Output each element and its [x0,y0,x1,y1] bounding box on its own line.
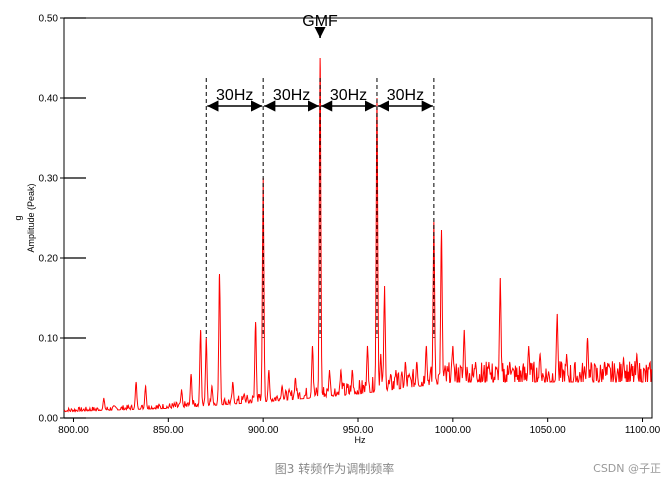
y-tick-label: 0.10 [39,334,59,345]
annotations: 30Hz 30Hz 30Hz 30Hz GMF [205,13,435,338]
y-tick-label: 0.50 [39,14,59,25]
span-label: 30Hz [330,87,367,104]
y-tick-label: 0.30 [39,174,59,185]
gmf-label: GMF [302,13,338,30]
x-tick-label: 1050.00 [530,425,567,436]
x-tick-label: 1100.00 [625,425,661,436]
x-tick-label: 900.00 [248,425,279,436]
x-tick-label: 850.00 [153,425,184,436]
x-tick-label: 950.00 [343,425,374,436]
span-label: 30Hz [216,87,253,104]
y-tick-label: 0.20 [39,254,59,265]
y-tick-label: 0.00 [39,414,59,425]
y-axis-title: Amplitude (Peak) [26,183,36,252]
span-label: 30Hz [387,87,424,104]
plot-frame [63,17,653,419]
y-axis-unit: g [13,215,23,220]
x-axis-title: Hz [355,435,366,445]
x-tick-label: 1000.00 [435,425,472,436]
span-label: 30Hz [273,87,310,104]
spectrum-line [63,57,652,413]
series [63,57,652,413]
figure-caption: 图3 转频作为调制频率 [274,462,395,476]
axes: 0.00 0.10 0.20 0.30 0.40 0.50 800.00 850.00 900.… [39,14,661,437]
y-tick-label: 0.40 [39,94,59,105]
x-tick-label: 800.00 [58,425,89,436]
watermark: CSDN @子正 [593,462,661,475]
